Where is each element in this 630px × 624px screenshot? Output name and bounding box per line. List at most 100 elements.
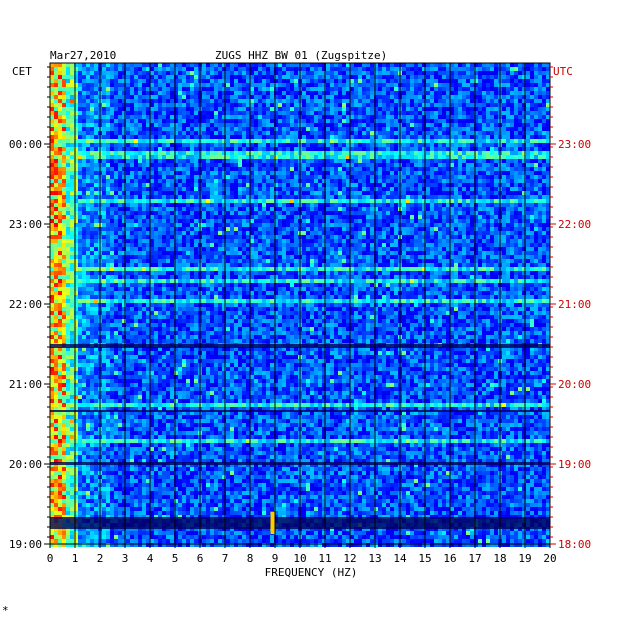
heatmap-cell bbox=[78, 147, 82, 151]
heatmap-cell bbox=[514, 123, 518, 127]
heatmap-cell bbox=[450, 119, 454, 123]
heatmap-cell bbox=[490, 115, 494, 119]
heatmap-cell bbox=[522, 155, 526, 159]
heatmap-cell bbox=[114, 151, 118, 155]
heatmap-cell bbox=[486, 67, 490, 71]
heatmap-cell bbox=[338, 111, 342, 115]
heatmap-cell bbox=[66, 215, 70, 219]
heatmap-cell bbox=[162, 131, 166, 135]
heatmap-cell bbox=[278, 107, 282, 111]
heatmap-cell bbox=[430, 219, 434, 223]
heatmap-cell bbox=[238, 195, 242, 199]
heatmap-cell bbox=[318, 151, 322, 155]
heatmap-cell bbox=[454, 155, 458, 159]
heatmap-cell bbox=[122, 79, 126, 83]
heatmap-cell bbox=[518, 83, 522, 87]
heatmap-cell bbox=[146, 111, 150, 115]
heatmap-cell bbox=[354, 159, 358, 163]
heatmap-cell bbox=[350, 67, 354, 71]
heatmap-cell bbox=[434, 75, 438, 79]
heatmap-cell bbox=[426, 135, 430, 139]
heatmap-cell bbox=[374, 115, 378, 119]
heatmap-cell bbox=[166, 179, 170, 183]
heatmap-cell bbox=[374, 95, 378, 99]
heatmap-cell bbox=[122, 195, 126, 199]
heatmap-cell bbox=[214, 211, 218, 215]
heatmap-cell bbox=[266, 87, 270, 91]
heatmap-cell bbox=[282, 151, 286, 155]
heatmap-cell bbox=[454, 91, 458, 95]
heatmap-cell bbox=[106, 179, 110, 183]
heatmap-cell bbox=[266, 163, 270, 167]
heatmap-cell bbox=[422, 71, 426, 75]
heatmap-cell bbox=[378, 63, 382, 67]
heatmap-cell bbox=[402, 179, 406, 183]
heatmap-cell bbox=[54, 71, 58, 75]
heatmap-cell bbox=[138, 107, 142, 111]
heatmap-cell bbox=[518, 175, 522, 179]
heatmap-cell bbox=[134, 75, 138, 79]
heatmap-cell bbox=[450, 175, 454, 179]
heatmap-cell bbox=[158, 95, 162, 99]
heatmap-cell bbox=[142, 163, 146, 167]
heatmap-cell bbox=[62, 91, 66, 95]
heatmap-cell bbox=[374, 183, 378, 187]
heatmap-cell bbox=[358, 123, 362, 127]
heatmap-cell bbox=[206, 67, 210, 71]
heatmap-cell bbox=[142, 211, 146, 215]
heatmap-cell bbox=[434, 103, 438, 107]
heatmap-cell bbox=[54, 135, 58, 139]
heatmap-cell bbox=[422, 191, 426, 195]
heatmap-cell bbox=[454, 143, 458, 147]
heatmap-cell bbox=[326, 155, 330, 159]
heatmap-cell bbox=[114, 171, 118, 175]
heatmap-cell bbox=[458, 191, 462, 195]
heatmap-cell bbox=[130, 163, 134, 167]
heatmap-cell bbox=[302, 219, 306, 223]
heatmap-cell bbox=[358, 107, 362, 111]
station-title: ZUGS HHZ BW 01 (Zugspitze) bbox=[215, 49, 387, 62]
heatmap-cell bbox=[530, 63, 534, 67]
heatmap-cell bbox=[414, 131, 418, 135]
heatmap-cell bbox=[462, 135, 466, 139]
heatmap-cell bbox=[258, 95, 262, 99]
heatmap-cell bbox=[70, 203, 74, 207]
heatmap-cell bbox=[246, 63, 250, 67]
heatmap-cell bbox=[166, 195, 170, 199]
heatmap-cell bbox=[378, 91, 382, 95]
heatmap-cell bbox=[454, 187, 458, 191]
heatmap-cell bbox=[138, 195, 142, 199]
heatmap-cell bbox=[286, 75, 290, 79]
heatmap-cell bbox=[310, 195, 314, 199]
heatmap-cell bbox=[134, 219, 138, 223]
heatmap-cell bbox=[194, 87, 198, 91]
heatmap-cell bbox=[474, 179, 478, 183]
heatmap-cell bbox=[422, 183, 426, 187]
heatmap-cell bbox=[406, 211, 410, 215]
heatmap-cell bbox=[326, 111, 330, 115]
heatmap-cell bbox=[418, 111, 422, 115]
heatmap-cell bbox=[450, 163, 454, 167]
heatmap-cell bbox=[142, 139, 146, 143]
heatmap-cell bbox=[86, 195, 90, 199]
heatmap-cell bbox=[462, 219, 466, 223]
heatmap-cell bbox=[382, 167, 386, 171]
heatmap-cell bbox=[442, 119, 446, 123]
heatmap-cell bbox=[74, 99, 78, 103]
heatmap-cell bbox=[258, 67, 262, 71]
heatmap-cell bbox=[334, 187, 338, 191]
heatmap-cell bbox=[342, 139, 346, 143]
heatmap-cell bbox=[122, 95, 126, 99]
heatmap-cell bbox=[470, 107, 474, 111]
heatmap-cell bbox=[390, 215, 394, 219]
heatmap-cell bbox=[426, 191, 430, 195]
heatmap-cell bbox=[78, 111, 82, 115]
heatmap-cell bbox=[62, 95, 66, 99]
heatmap-cell bbox=[342, 83, 346, 87]
heatmap-cell bbox=[482, 139, 486, 143]
heatmap-cell bbox=[174, 87, 178, 91]
heatmap-cell bbox=[202, 159, 206, 163]
heatmap-cell bbox=[314, 63, 318, 67]
heatmap-cell bbox=[518, 183, 522, 187]
heatmap-cell bbox=[478, 119, 482, 123]
